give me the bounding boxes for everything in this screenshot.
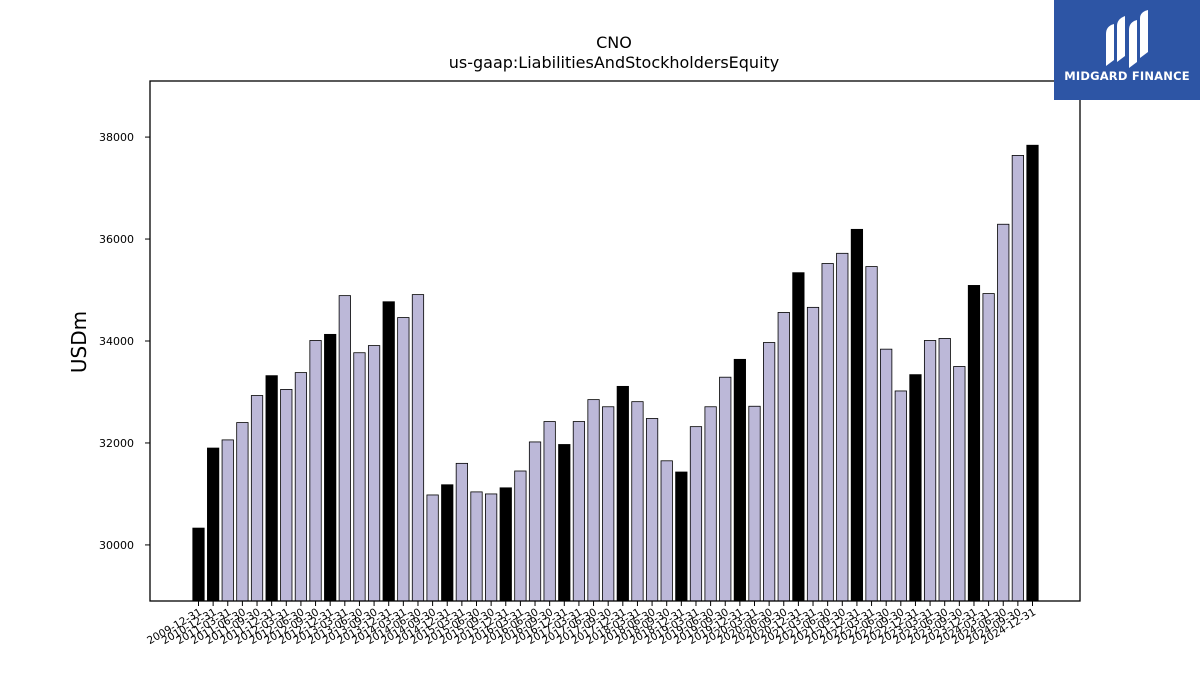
bar-2022-09-30 [894,390,907,602]
bar-2011-12-31 [265,375,278,602]
bar-2013-03-31 [338,295,351,602]
bar-2024-06-30 [997,223,1010,602]
bar-2023-12-31 [967,285,981,602]
bar-2024-12-31 [1026,144,1039,602]
y-tick-label: 34000 [99,335,134,348]
bar-2017-03-31 [572,421,586,602]
bar-2022-06-30 [880,348,893,602]
bar-2014-06-30 [411,294,425,602]
bar-2016-12-31 [558,444,571,602]
bar-2013-06-30 [353,352,366,602]
bar-2020-03-31 [748,405,761,602]
bar-2013-12-31 [382,301,395,602]
midgard-logo-icon [1106,10,1148,68]
bar-2012-12-31 [324,333,337,602]
bar-group [192,144,1039,602]
bar-2015-09-30 [485,493,498,602]
bar-2019-12-31 [733,358,746,602]
bar-2013-09-30 [367,345,381,602]
bar-2024-09-30 [1011,155,1024,602]
bar-2020-12-31 [792,272,805,602]
bar-2012-06-30 [294,372,308,602]
chart-subtitle: us-gaap:LiabilitiesAndStockholdersEquity [449,53,780,72]
plot-frame [149,80,1081,602]
bar-2018-09-30 [660,460,673,602]
bar-2011-03-31 [221,439,234,602]
bar-2021-09-30 [836,252,849,602]
bar-2022-03-31 [865,266,878,602]
bar-2015-03-31 [455,462,468,602]
bar-2011-09-30 [250,395,264,602]
logo-text: MIDGARD FINANCE [1064,69,1190,83]
bar-2012-09-30 [309,340,322,602]
bar-2021-06-30 [821,263,834,602]
y-tick-label: 30000 [99,539,134,552]
bar-2023-06-30 [938,338,951,602]
bar-2017-12-31 [616,385,629,602]
y-tick-label: 36000 [99,233,134,246]
bar-2019-03-31 [689,426,703,602]
midgard-finance-logo: MIDGARD FINANCE [1054,0,1200,100]
bar-2023-09-30 [953,366,966,602]
bar-2011-06-30 [236,422,249,602]
y-tick-label: 32000 [99,437,134,450]
bar-2018-03-31 [631,401,644,602]
bar-2021-12-31 [850,228,864,602]
bar-2016-09-30 [543,421,556,602]
bar-2021-03-31 [806,306,820,602]
bar-2012-03-31 [280,389,293,602]
y-axis-label: USDm [67,311,91,373]
bar-2017-06-30 [587,399,600,602]
bar-2019-06-30 [704,406,717,602]
bar-2015-06-30 [470,491,483,602]
bar-2018-06-30 [645,418,659,602]
bar-2015-12-31 [499,487,512,602]
bar-2014-03-31 [397,317,410,602]
y-axis-ticks: 30000 32000 34000 36000 38000 [99,131,150,552]
bar-2014-12-31 [441,484,454,602]
bar-2016-06-30 [528,441,542,602]
bar-2017-09-30 [602,406,615,602]
bar-2020-09-30 [777,312,790,602]
bar-2016-03-31 [514,470,527,602]
chart-title: CNO [596,33,632,52]
bar-2020-06-30 [763,342,776,602]
bar-2014-09-30 [426,494,439,602]
y-tick-label: 38000 [99,131,134,144]
bar-2018-12-31 [675,471,688,602]
bar-2024-03-31 [982,293,995,602]
bar-2009-12-31 [192,527,205,602]
x-axis-ticks: 2009-12-312010-12-312011-03-312011-06-30… [145,601,1038,647]
bar-2022-12-31 [909,374,922,602]
bar-2019-09-30 [719,376,732,602]
bar-2010-12-31 [207,447,220,602]
bar-2023-03-31 [923,340,937,602]
